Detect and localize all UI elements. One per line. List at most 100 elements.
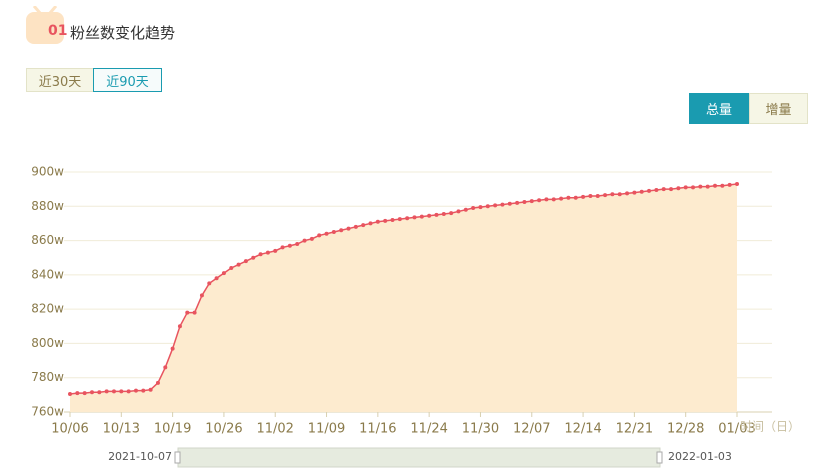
point (163, 365, 168, 370)
point (221, 271, 226, 276)
point (331, 230, 336, 234)
point (493, 203, 498, 208)
point (89, 390, 94, 395)
range-tab-active[interactable]: 近90天 (93, 68, 162, 92)
point (82, 391, 87, 396)
point (133, 388, 138, 393)
y-tick-label: 820w (31, 302, 64, 316)
point (243, 259, 248, 264)
point (434, 212, 439, 217)
point (522, 200, 527, 204)
x-tick-label: 12/28 (667, 422, 704, 437)
point (603, 193, 608, 198)
x-tick-label: 12/07 (513, 422, 550, 437)
point (617, 192, 622, 197)
point (559, 196, 564, 201)
point (471, 206, 476, 210)
point (390, 218, 395, 222)
point (698, 184, 703, 189)
point (507, 201, 512, 206)
point (119, 389, 124, 394)
x-tick-label: 11/30 (462, 422, 499, 437)
x-tick-label: 11/09 (308, 422, 345, 437)
point (625, 191, 630, 196)
point (419, 214, 424, 219)
point (727, 182, 732, 187)
point (449, 211, 454, 216)
point (155, 380, 160, 385)
point (280, 245, 285, 250)
section-title: 粉丝数变化趋势 (70, 24, 176, 42)
point (111, 389, 116, 394)
point (339, 228, 344, 233)
x-tick-label: 12/14 (564, 422, 601, 437)
point (427, 213, 432, 218)
point (353, 224, 358, 229)
point (236, 262, 241, 267)
y-tick-label: 800w (31, 336, 64, 350)
zoom-end-label: 2022-01-03 (668, 450, 732, 463)
x-axis-name: 时间（日） (740, 420, 800, 434)
point (654, 188, 659, 192)
x-tick-label: 11/24 (410, 422, 447, 437)
point (383, 218, 388, 223)
point (104, 389, 109, 394)
x-tick-label: 12/21 (616, 422, 653, 437)
point (75, 391, 80, 396)
point (610, 192, 615, 197)
point (192, 310, 197, 315)
section-index: 01 (48, 23, 68, 39)
point (148, 387, 153, 392)
point (251, 255, 256, 260)
point (537, 198, 542, 203)
point (441, 212, 446, 216)
point (368, 221, 373, 226)
point (170, 346, 175, 351)
y-tick-label: 840w (31, 267, 64, 281)
logo-icon (26, 6, 64, 44)
range-tab[interactable]: 近30天 (26, 68, 94, 92)
point (207, 281, 212, 286)
point (683, 185, 688, 190)
zoom-handle (656, 451, 663, 464)
point (632, 190, 637, 195)
point (97, 390, 102, 395)
point (258, 252, 263, 257)
point (295, 242, 300, 246)
zoom-track (177, 447, 661, 468)
point (515, 200, 520, 205)
y-tick-label: 780w (31, 370, 64, 384)
point (720, 183, 725, 188)
point (126, 389, 131, 394)
point (412, 215, 417, 220)
area (70, 184, 737, 412)
point (265, 250, 270, 255)
mode-tab-active[interactable]: 总量 (689, 93, 749, 124)
point (588, 194, 593, 198)
point (544, 197, 549, 202)
y-tick-label: 880w (31, 199, 64, 213)
point (375, 219, 380, 224)
mode-tab[interactable]: 增量 (749, 93, 808, 124)
point (595, 194, 600, 198)
point (185, 310, 190, 315)
point (735, 182, 739, 186)
point (397, 217, 402, 222)
point (346, 226, 351, 231)
x-tick-label: 11/02 (256, 422, 293, 437)
point (566, 195, 571, 200)
point (405, 216, 410, 221)
point (456, 209, 461, 214)
point (273, 248, 278, 253)
point (68, 392, 72, 396)
y-tick-label: 860w (31, 233, 64, 247)
point (361, 223, 366, 228)
point (214, 276, 219, 281)
x-tick-label: 10/06 (51, 422, 88, 437)
point (478, 205, 483, 210)
point (705, 184, 710, 189)
point (141, 388, 146, 393)
point (661, 187, 666, 192)
